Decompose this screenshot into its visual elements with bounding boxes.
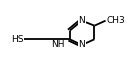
Text: N: N	[78, 40, 85, 49]
Text: CH3: CH3	[106, 16, 125, 25]
Text: HS: HS	[11, 35, 23, 44]
Text: NH: NH	[51, 40, 64, 49]
Text: N: N	[78, 16, 85, 25]
